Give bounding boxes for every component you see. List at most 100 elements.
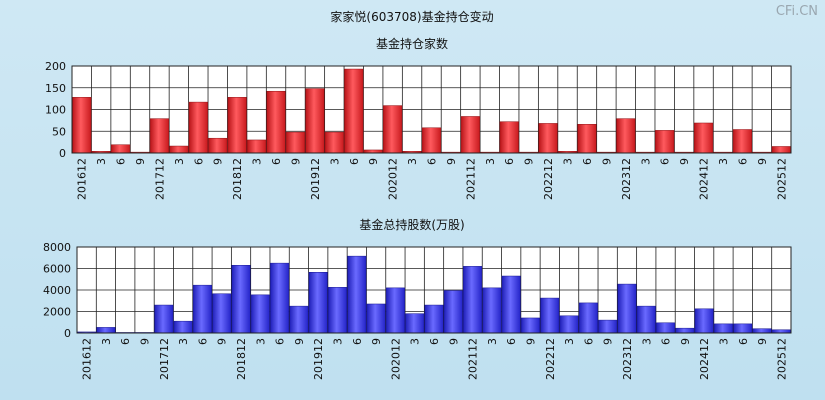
count-bar [344,68,364,154]
shares-bar [366,303,386,334]
shares-y-tick-label: 8000 [43,241,71,254]
count-x-tick-label: 3 [173,158,186,165]
count-x-tick-label: 6 [348,158,361,165]
count-bar [771,146,791,154]
count-x-tick-label: 6 [192,158,205,165]
count-x-tick-label: 3 [251,158,264,165]
shares-x-tick-label: 3 [563,338,576,345]
page-title: 家家悦(603708)基金持仓变动 [330,9,493,24]
shares-x-tick-label: 9 [447,338,460,345]
shares-x-tick-label: 6 [582,338,595,345]
count-y-tick-label: 100 [45,104,66,117]
shares-bar [231,265,251,334]
count-x-tick-label: 3 [562,158,575,165]
count-bar [72,97,92,154]
count-y-tick-label: 200 [45,60,66,73]
count-x-tick-label: 9 [600,158,613,165]
shares-bar [617,283,637,334]
shares-bar [328,287,348,334]
count-bar [693,122,714,154]
count-bar [169,145,189,154]
count-plot-border [71,65,792,154]
count-x-tick-label: 9 [445,158,458,165]
shares-x-tick-label: 3 [486,338,499,345]
shares-x-tick-label: 9 [756,338,769,345]
count-x-tick-label: 202212 [542,158,555,200]
shares-x-tick-label: 6 [196,338,209,345]
shares-bar [347,255,367,334]
shares-bar [289,305,309,334]
count-bar [616,118,636,154]
shares-bar [501,275,521,334]
count-y-tick-label: 0 [59,147,66,160]
shares-bar [385,287,405,334]
count-x-tick-label: 6 [581,158,594,165]
count-x-tick-label: 6 [503,158,516,165]
shares-x-tick-label: 6 [119,338,132,345]
count-bar [732,129,752,154]
count-x-tick-label: 3 [484,158,497,165]
shares-x-tick-label: 9 [679,338,692,345]
count-x-tick-label: 202412 [698,158,711,200]
count-y-tick-label: 50 [52,125,66,138]
shares-bar [270,262,290,334]
shares-bar [598,319,618,334]
shares-bar [520,317,540,334]
count-x-tick-label: 9 [212,158,225,165]
shares-plot-border [76,246,792,334]
shares-x-tick-label: 9 [524,338,537,345]
shares-bar [173,320,193,334]
shares-x-tick-label: 9 [293,338,306,345]
shares-x-tick-label: 9 [602,338,615,345]
shares-bar [636,305,656,334]
count-x-tick-label: 6 [115,158,128,165]
shares-x-tick-label: 202412 [698,338,711,380]
count-x-tick-label: 3 [406,158,419,165]
shares-x-tick-label: 6 [737,338,750,345]
shares-y-tick-label: 6000 [43,263,71,276]
shares-bar [578,302,598,334]
shares-x-tick-label: 6 [505,338,518,345]
shares-x-tick-label: 3 [177,338,190,345]
count-y-tick-label: 150 [45,82,66,95]
shares-bar [212,293,232,334]
shares-bar [154,304,174,334]
shares-x-tick-label: 3 [254,338,267,345]
count-bar [149,118,170,154]
count-x-tick-label: 3 [95,158,108,165]
count-x-tick-label: 201812 [231,158,244,200]
shares-bar [656,322,676,334]
count-x-tick-label: 9 [523,158,536,165]
count-bar [499,121,519,154]
shares-bar [559,315,579,334]
count-bar [188,101,208,154]
shares-x-tick-label: 3 [640,338,653,345]
count-x-tick-label: 6 [736,158,749,165]
shares-x-tick-label: 6 [660,338,673,345]
count-bar [285,131,306,154]
shares-x-tick-label: 6 [428,338,441,345]
count-bar [208,137,228,154]
shares-x-tick-label: 201712 [158,338,171,380]
shares-bar [694,308,714,334]
shares-bar [540,297,560,334]
shares-x-tick-label: 9 [216,338,229,345]
count-x-tick-label: 202012 [387,158,400,200]
chart2-title: 基金总持股数(万股) [359,217,464,232]
shares-bar [675,327,695,334]
shares-bar [192,284,212,334]
count-x-tick-label: 3 [639,158,652,165]
chart1-title: 基金持仓家数 [376,36,448,51]
count-x-tick-label: 3 [328,158,341,165]
count-x-tick-label: 201912 [309,158,322,200]
count-bar [577,124,597,154]
shares-x-tick-label: 3 [717,338,730,345]
shares-y-tick-label: 4000 [43,284,71,297]
shares-bar [733,323,753,334]
shares-bar [752,328,772,334]
shares-bar [463,266,483,334]
shares-x-tick-label: 202512 [775,338,788,380]
